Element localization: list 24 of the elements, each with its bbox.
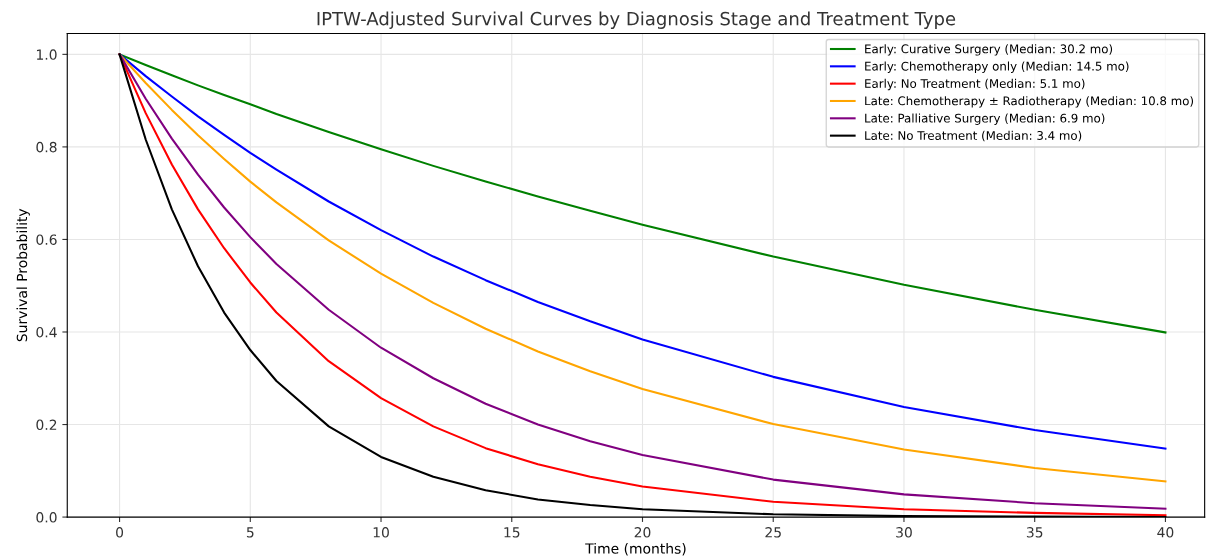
y-tick-label: 0.6 xyxy=(36,234,57,245)
y-tick-label: 0.8 xyxy=(36,141,57,153)
x-tick-label: 5 xyxy=(246,527,254,538)
legend-label: Late: No Treatment (Median: 3.4 mo) xyxy=(865,130,1082,142)
y-tick-label: 0.2 xyxy=(36,419,57,431)
y-tick-label: 1.0 xyxy=(36,49,57,60)
x-axis-title: Time (months) xyxy=(585,543,686,556)
y-axis-title: Survival Probability xyxy=(16,208,30,342)
x-tick-label: 10 xyxy=(373,527,389,538)
x-tick-label: 40 xyxy=(1157,527,1174,538)
y-tick-label: 0.0 xyxy=(36,512,57,523)
legend-label: Early: No Treatment (Median: 5.1 mo) xyxy=(865,78,1085,91)
chart-title: IPTW-Adjusted Survival Curves by Diagnosis Stage and Treatment Type xyxy=(317,11,956,29)
x-tick-label: 20 xyxy=(634,527,651,538)
legend-label: Early: Curative Surgery (Median: 30.2 mo) xyxy=(865,44,1113,56)
y-tick-label: 0.4 xyxy=(36,326,57,338)
legend-label: Late: Chemotherapy ± Radiotherapy (Median: 10.8 mo) xyxy=(865,96,1194,108)
legend-label: Late: Palliative Surgery (Median: 6.9 mo) xyxy=(865,113,1105,125)
x-tick-label: 30 xyxy=(896,527,912,538)
x-tick-label: 25 xyxy=(765,527,781,538)
x-tick-label: 0 xyxy=(116,527,124,538)
legend-label: Early: Chemotherapy only (Median: 14.5 mo) xyxy=(865,61,1129,73)
x-tick-label: 35 xyxy=(1026,527,1043,538)
x-tick-label: 15 xyxy=(504,527,520,538)
